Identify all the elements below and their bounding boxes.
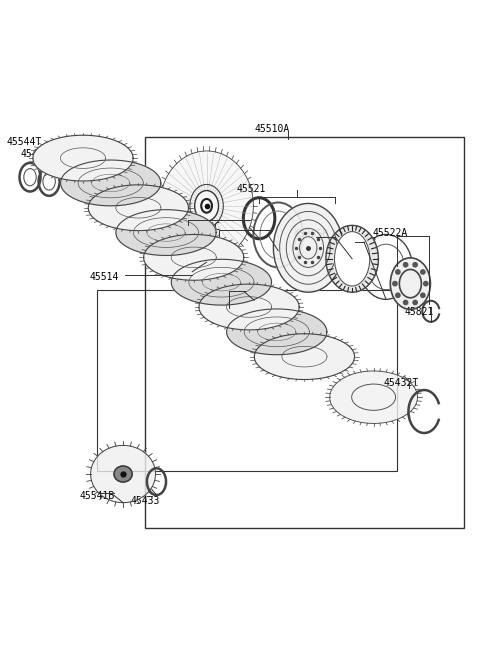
Text: 45426A: 45426A [205,293,241,304]
Circle shape [413,262,417,267]
Text: 45455E: 45455E [21,149,56,159]
Polygon shape [33,135,133,181]
Polygon shape [114,466,132,482]
Polygon shape [330,371,418,423]
Polygon shape [160,151,253,260]
Circle shape [420,270,425,274]
Polygon shape [227,309,327,355]
Text: 45544T: 45544T [6,137,41,147]
Polygon shape [199,284,299,330]
Polygon shape [274,203,343,292]
Text: 45433: 45433 [130,496,160,506]
Polygon shape [144,234,244,280]
Polygon shape [91,445,156,502]
Text: 45412: 45412 [348,237,377,247]
Polygon shape [390,258,431,310]
Text: 45521: 45521 [236,184,265,194]
Circle shape [393,281,397,286]
Polygon shape [116,210,216,255]
Text: 45522A: 45522A [372,228,408,237]
Text: 45514: 45514 [90,272,119,282]
Circle shape [396,293,400,297]
Polygon shape [335,232,370,286]
Polygon shape [171,259,272,305]
Text: 45385B: 45385B [293,229,329,239]
Polygon shape [254,334,355,380]
Polygon shape [60,160,161,206]
Text: 45419C: 45419C [185,222,220,232]
Circle shape [413,300,417,304]
Circle shape [424,281,428,286]
Text: 45821: 45821 [405,307,434,317]
Polygon shape [326,226,378,292]
Text: 45541B: 45541B [79,491,114,501]
Text: 45611: 45611 [159,211,188,221]
Text: 45432T: 45432T [383,378,419,388]
Circle shape [404,300,408,304]
Polygon shape [88,185,189,231]
Circle shape [404,262,408,267]
Text: 45510A: 45510A [254,123,289,134]
Circle shape [420,293,425,297]
Circle shape [396,270,400,274]
